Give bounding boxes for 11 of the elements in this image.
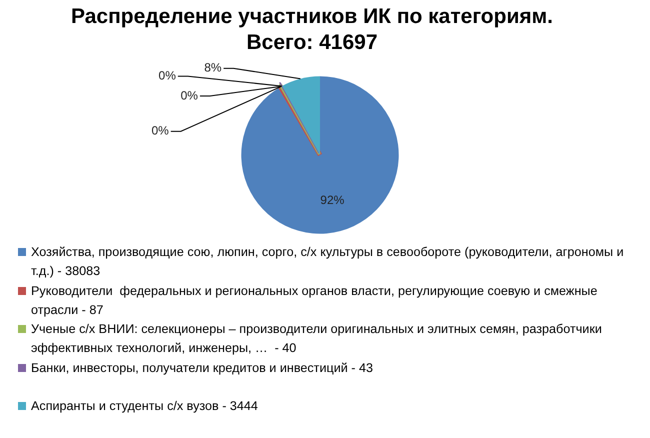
- data-label: 8%: [204, 60, 222, 75]
- legend-label: Руководители федеральных и региональных органов власти, регулирующие соевую и смежные отрасли - 87: [31, 282, 598, 319]
- legend-label: Ученые с/х ВНИИ: селекционеры – производители оригинальных и элитных семян, разработчики эффективных технологий, инженеры, … - 40: [31, 321, 603, 357]
- data-label: 92%: [320, 192, 345, 207]
- legend-label: Банки, инвесторы, получатели кредитов и инвестиций - 43: [31, 360, 373, 377]
- data-label: 0%: [158, 68, 176, 83]
- data-label: 0%: [151, 124, 170, 138]
- legend-label: Аспиранты и студенты с/х вузов - 3444: [31, 398, 258, 415]
- data-label: 0%: [180, 88, 198, 102]
- legend-label: Хозяйства, производящие сою, люпин, сорго, с/х культуры в севообороте (руководители, агрономы и т.д.) - 38083: [31, 244, 625, 280]
- chart-title: Распределение участников ИК по категориям. Всего: 41697: [70, 4, 554, 56]
